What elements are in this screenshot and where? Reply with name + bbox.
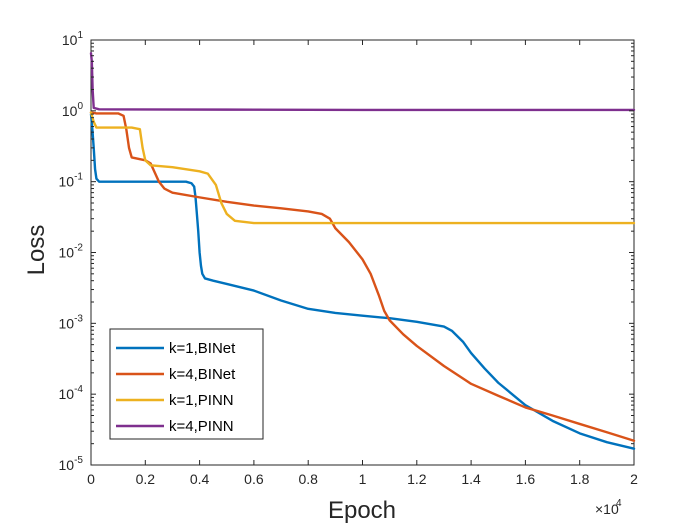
x-tick-label: 1.2 [407,471,427,487]
y-tick-label: 101 [62,30,84,48]
x-tick-label: 0.6 [244,471,264,487]
y-tick-label: 10-2 [59,243,84,261]
y-tick-label: 10-3 [59,313,84,331]
y-tick-label: 10-4 [59,384,84,402]
legend-label-2: k=4,BINet [169,366,236,383]
legend-label-1: k=1,BINet [169,340,236,357]
series-line-2 [89,111,636,442]
x-tick-label: 1 [359,471,367,487]
x-tick-label: 0.2 [136,471,156,487]
x-tick-label: 0 [87,471,95,487]
series-line-1 [89,112,636,450]
series-line-3 [89,111,636,225]
legend-label-4: k=4,PINN [169,418,234,435]
x-tick-label: 1.6 [516,471,536,487]
x-axis-label: Epoch [328,497,396,524]
x-tick-label: 0.4 [190,471,210,487]
x-multiplier: ×10 4 [595,498,622,517]
ticks-layer: 0 0.2 0.4 0.6 0.8 1 1.2 1.4 1.6 1.8 2 10-5 10-4 10-3 1… [59,30,639,487]
y-tick-label: 10-5 [59,455,84,473]
series-layer [89,52,636,450]
y-tick-label: 100 [62,101,84,119]
x-multiplier-exp: 4 [616,498,622,509]
legend-label-3: k=1,PINN [169,392,234,409]
x-multiplier-base: ×10 [595,501,619,517]
y-tick-label: 10-1 [59,172,84,190]
legend: k=1,BINet k=4,BINet k=1,PINN k=4,PINN [109,328,264,440]
series-line-4 [89,52,636,112]
x-tick-label: 0.8 [298,471,318,487]
x-tick-label: 1.4 [461,471,481,487]
y-axis-label: Loss [23,225,50,276]
x-tick-label: 2 [630,471,638,487]
x-tick-label: 1.8 [570,471,590,487]
